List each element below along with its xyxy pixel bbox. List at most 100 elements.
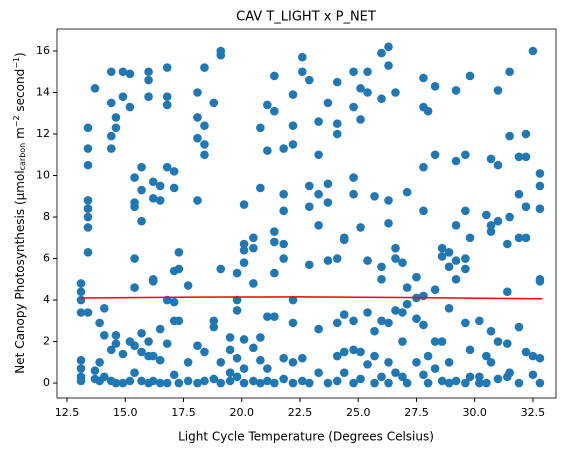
scatter-point [148,376,158,386]
scatter-point [363,67,372,77]
scatter-point [493,86,503,95]
scatter-point [349,345,358,355]
scatter-point [391,306,400,315]
scatter-point [444,358,454,367]
scatter-point [83,144,93,153]
scatter-point [118,349,128,359]
scatter-point [356,374,365,384]
scatter-point [314,150,323,160]
y-tick-label: 2 [43,335,50,348]
scatter-point [288,358,298,367]
scatter-point [239,200,249,209]
scatter-point [314,189,323,199]
scatter-point [263,312,272,321]
scatter-point [270,312,279,321]
scatter-point [430,81,440,91]
scatter-point [437,376,447,386]
scatter-point [232,306,242,315]
scatter-point [76,279,86,288]
scatter-point [412,272,421,282]
scatter-point [118,92,128,101]
scatter-point [503,239,512,249]
scatter-point [270,227,279,236]
scatter-point [169,297,179,307]
scatter-point [216,264,226,274]
scatter-point [505,67,514,77]
scatter-point [193,133,202,143]
scatter-point [528,351,538,361]
scatter-point [174,264,184,274]
scatter-point [339,368,349,377]
y-axis-label-part: carbon [18,143,27,171]
scatter-point [528,46,538,56]
scatter-point [148,351,158,361]
scatter-point [391,243,400,253]
scatter-point [493,374,503,384]
scatter-point [505,131,514,141]
y-tick-label: 14 [36,86,50,99]
scatter-point [339,235,349,245]
scatter-point [83,160,93,170]
scatter-point [256,183,265,193]
scatter-point [118,378,128,388]
scatter-point [398,337,407,346]
scatter-point [193,88,202,97]
scatter-point [137,162,146,172]
scatter-point [106,67,116,77]
scatter-point [256,333,265,342]
scatter-point [216,358,226,367]
scatter-point [349,378,358,388]
scatter-point [349,189,358,199]
y-axis-label-part: −1 [12,57,21,69]
scatter-point [314,221,323,230]
scatter-point [419,291,428,301]
scatter-point [451,376,461,386]
scatter-point [339,347,349,357]
scatter-point [349,316,358,326]
scatter-point [270,268,279,278]
scatter-point [332,77,342,87]
scatter-point [106,131,116,141]
scatter-point [193,196,202,205]
scatter-point [288,295,298,305]
x-tick-label: 32.5 [521,406,546,419]
scatter-point [384,196,393,205]
scatter-point [370,191,379,201]
scatter-point [209,374,219,384]
scatter-point [323,256,333,265]
scatter-point [162,378,172,388]
scatter-point [193,341,202,351]
scatter-point [528,370,538,380]
scatter-point [155,355,165,365]
scatter-point [90,84,100,93]
scatter-point [111,339,121,348]
y-axis-label-part: m [13,127,27,143]
scatter-point [263,364,272,373]
scatter-point [332,119,342,128]
scatter-point [430,364,440,373]
scatter-point [377,316,386,326]
scatter-point [377,48,386,58]
y-axis-label-part: second [13,69,27,116]
scatter-point [125,102,135,112]
scatter-point [377,274,386,284]
scatter-point [461,318,470,328]
scatter-point [486,358,496,367]
scatter-point [391,88,400,97]
scatter-point [99,304,109,313]
scatter-point [363,88,372,97]
scatter-point [377,372,386,382]
scatter-point [304,202,314,211]
scatter-point [225,368,235,377]
scatter-point [270,237,279,247]
scatter-point [398,308,407,317]
scatter-point [349,67,358,77]
scatter-point [137,376,146,386]
scatter-point [370,378,379,388]
scatter-point [535,378,545,388]
scatter-point [200,121,209,131]
scatter-point [521,152,531,162]
scatter-point [239,364,249,373]
scatter-point [288,140,298,149]
